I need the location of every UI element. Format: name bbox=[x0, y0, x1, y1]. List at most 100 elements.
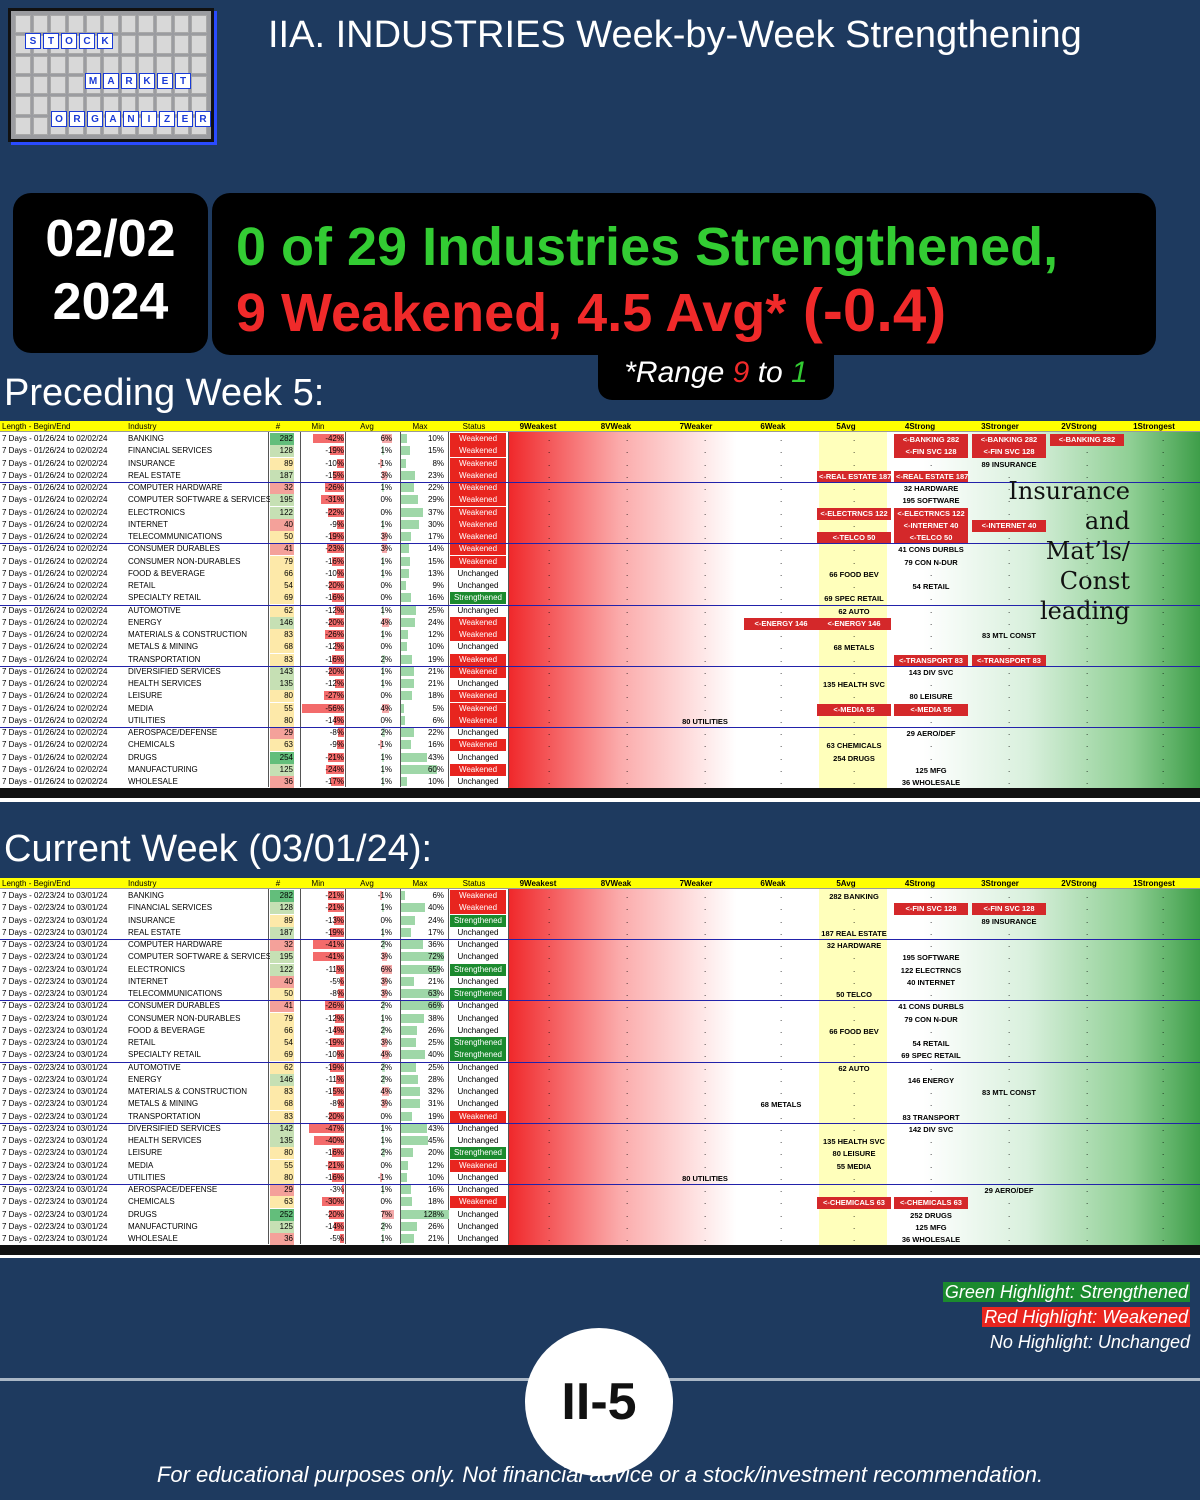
period-cell: 7 Days - 02/23/24 to 03/01/24 bbox=[2, 940, 108, 949]
min-cell: -12% bbox=[325, 1013, 344, 1023]
period-cell: 7 Days - 01/26/24 to 02/02/24 bbox=[2, 666, 108, 676]
max-bar bbox=[401, 1025, 417, 1035]
empty-tier-dot: . bbox=[930, 1148, 933, 1158]
column-header: Avg bbox=[360, 879, 374, 888]
industry-tier-tag: <-FIN SVC 128 bbox=[894, 903, 968, 916]
avg-cell: 0% bbox=[380, 593, 392, 603]
empty-tier-dot: . bbox=[780, 1197, 783, 1207]
avg-cell: 3% bbox=[380, 544, 392, 554]
period-cell: 7 Days - 02/23/24 to 03/01/24 bbox=[2, 989, 108, 998]
count-cell: 55 bbox=[270, 1159, 294, 1172]
table-row: 7 Days - 01/26/24 to 02/02/24 CONSUMER DU… bbox=[0, 543, 1200, 556]
empty-tier-dot: . bbox=[1086, 1074, 1089, 1084]
logo-letter: E bbox=[157, 73, 173, 89]
empty-tier-dot: . bbox=[626, 605, 629, 615]
empty-tier-dot: . bbox=[1086, 654, 1089, 664]
empty-tier-dot: . bbox=[548, 1221, 551, 1231]
min-bar bbox=[329, 1111, 344, 1121]
empty-tier-dot: . bbox=[626, 1221, 629, 1231]
period-cell: 7 Days - 02/23/24 to 03/01/24 bbox=[2, 976, 108, 986]
empty-tier-dot: . bbox=[1008, 1062, 1011, 1072]
empty-tier-dot: . bbox=[1008, 891, 1011, 900]
industry-tier-tag: 80 UTILITIES bbox=[682, 1173, 728, 1183]
empty-tier-dot: . bbox=[853, 446, 856, 456]
empty-tier-dot: . bbox=[626, 1185, 629, 1194]
status-cell: Weakened bbox=[450, 665, 506, 678]
empty-tier-dot: . bbox=[626, 654, 629, 664]
min-bar bbox=[326, 764, 344, 774]
empty-tier-dot: . bbox=[626, 1160, 629, 1170]
max-cell: 6% bbox=[432, 891, 444, 900]
industry-cell: LEISURE bbox=[128, 1148, 163, 1158]
period-cell: 7 Days - 02/23/24 to 03/01/24 bbox=[2, 927, 108, 937]
min-bar bbox=[302, 703, 344, 713]
max-cell: 16% bbox=[427, 593, 444, 603]
empty-tier-dot: . bbox=[1162, 532, 1165, 541]
empty-tier-dot: . bbox=[1008, 679, 1011, 688]
empty-tier-dot: . bbox=[548, 1197, 551, 1207]
max-cell: 18% bbox=[427, 691, 444, 701]
column-header: 7Weaker bbox=[679, 879, 713, 888]
empty-tier-dot: . bbox=[1162, 1001, 1165, 1011]
status-cell: Unchanged bbox=[457, 1221, 499, 1231]
empty-tier-dot: . bbox=[626, 1038, 629, 1047]
avg-cell: -1% bbox=[377, 1172, 392, 1182]
column-header: 4Strong bbox=[904, 422, 936, 431]
empty-tier-dot: . bbox=[780, 666, 783, 676]
max-bar bbox=[401, 630, 409, 639]
max-cell: 25% bbox=[427, 1062, 444, 1072]
industry-tier-tag: 50 TELCO bbox=[836, 990, 872, 999]
empty-tier-dot: . bbox=[1162, 1197, 1165, 1207]
empty-tier-dot: . bbox=[780, 903, 783, 913]
empty-tier-dot: . bbox=[1086, 964, 1089, 974]
logo-letter: O bbox=[61, 33, 77, 49]
empty-tier-dot: . bbox=[704, 1038, 707, 1047]
min-bar bbox=[313, 940, 344, 949]
min-cell: -9% bbox=[329, 519, 344, 529]
avg-cell: 0% bbox=[380, 915, 392, 925]
empty-tier-dot: . bbox=[626, 1148, 629, 1158]
table-row: 7 Days - 01/26/24 to 02/02/24 FINANCIAL S… bbox=[0, 445, 1200, 459]
count-cell: 83 bbox=[270, 653, 294, 666]
avg-bar bbox=[382, 630, 384, 639]
avg-cell: 2% bbox=[380, 1221, 392, 1231]
empty-tier-dot: . bbox=[853, 952, 856, 962]
industry-tier-tag: <-TRANSPORT 83 bbox=[972, 654, 1046, 667]
period-cell: 7 Days - 01/26/24 to 02/02/24 bbox=[2, 715, 108, 725]
count-cell: 143 bbox=[270, 665, 294, 678]
empty-tier-dot: . bbox=[1162, 666, 1165, 676]
count-cell: 32 bbox=[270, 939, 294, 951]
max-bar bbox=[401, 989, 439, 998]
max-bar bbox=[401, 1185, 411, 1194]
count-cell: 83 bbox=[270, 1110, 294, 1123]
empty-tier-dot: . bbox=[1008, 1197, 1011, 1207]
industry-cell: FOOD & BEVERAGE bbox=[128, 1025, 205, 1035]
status-cell: Unchanged bbox=[457, 752, 499, 762]
empty-tier-dot: . bbox=[626, 679, 629, 688]
period-cell: 7 Days - 01/26/24 to 02/02/24 bbox=[2, 568, 108, 578]
column-header: Industry bbox=[128, 422, 157, 431]
empty-tier-dot: . bbox=[548, 1013, 551, 1023]
empty-tier-dot: . bbox=[853, 1074, 856, 1084]
min-bar bbox=[323, 691, 344, 701]
min-bar bbox=[324, 1001, 344, 1011]
status-cell: Unchanged bbox=[457, 728, 499, 737]
min-bar bbox=[329, 666, 344, 676]
empty-tier-dot: . bbox=[1086, 1099, 1089, 1109]
empty-tier-dot: . bbox=[780, 1148, 783, 1158]
industry-tier-tag: <-ENERGY 146 bbox=[817, 617, 891, 630]
column-header: # bbox=[275, 879, 281, 888]
logo-letter: K bbox=[139, 73, 155, 89]
min-cell: -21% bbox=[325, 903, 344, 913]
count-cell: 135 bbox=[270, 1135, 294, 1147]
empty-tier-dot: . bbox=[548, 1001, 551, 1011]
empty-tier-dot: . bbox=[626, 915, 629, 925]
legend-green: Green Highlight: Strengthened bbox=[942, 1282, 1190, 1302]
industry-cell: MANUFACTURING bbox=[128, 1221, 198, 1231]
logo-letter: Z bbox=[159, 111, 175, 127]
max-cell: 30% bbox=[427, 519, 444, 529]
max-cell: 72% bbox=[427, 952, 444, 962]
empty-tier-dot: . bbox=[853, 915, 856, 925]
empty-tier-dot: . bbox=[626, 752, 629, 762]
